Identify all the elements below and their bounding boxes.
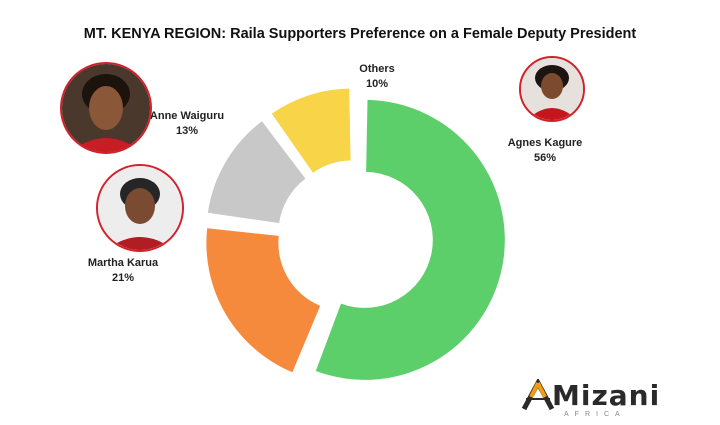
slice-label-martha-karua: Martha Karua 21% bbox=[68, 256, 178, 286]
mizani-logo: Mizani AFRICA bbox=[520, 373, 660, 423]
portrait-icon bbox=[98, 166, 182, 250]
donut-slice-agnes-kagure bbox=[315, 99, 505, 380]
donut-slice-martha-karua bbox=[206, 228, 321, 373]
portrait-icon bbox=[62, 64, 150, 152]
slice-label-agnes-kagure: Agnes Kagure 56% bbox=[490, 136, 600, 166]
logo-wordmark: Mizani bbox=[552, 379, 661, 412]
donut-slice-others bbox=[271, 88, 351, 173]
photo-agnes-kagure bbox=[519, 56, 585, 122]
donut-slice-anne-waiguru bbox=[207, 121, 306, 224]
slice-name: Anne Waiguru bbox=[149, 110, 225, 122]
photo-anne-waiguru bbox=[60, 62, 152, 154]
portrait-icon bbox=[521, 58, 583, 120]
chart-title: MT. KENYA REGION: Raila Supporters Prefe… bbox=[83, 26, 637, 42]
slice-name: Others bbox=[359, 63, 395, 75]
slice-name: Martha Karua bbox=[87, 257, 159, 269]
slice-label-others: Others 10% bbox=[322, 62, 432, 92]
scales-logo-icon bbox=[521, 379, 555, 411]
slice-name: Agnes Kagure bbox=[507, 137, 583, 149]
slice-percent: 10% bbox=[365, 78, 389, 90]
slice-percent: 13% bbox=[175, 125, 199, 137]
slice-label-anne-waiguru: Anne Waiguru 13% bbox=[132, 109, 242, 139]
slice-percent: 21% bbox=[111, 272, 135, 284]
slice-percent: 56% bbox=[533, 152, 557, 164]
logo-subtitle: AFRICA bbox=[564, 411, 626, 418]
photo-martha-karua bbox=[96, 164, 184, 252]
